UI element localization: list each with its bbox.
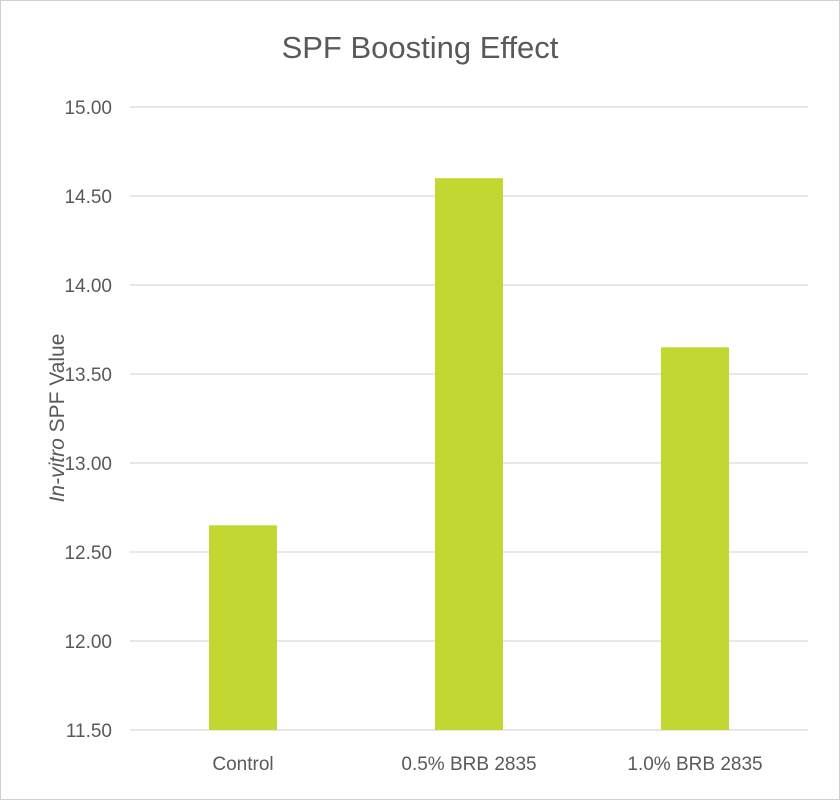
y-tick-label: 15.00 bbox=[64, 98, 112, 119]
y-tick-label: 14.00 bbox=[64, 276, 112, 297]
y-tick-label: 14.50 bbox=[64, 187, 112, 208]
bar bbox=[209, 525, 277, 730]
y-tick-label: 13.00 bbox=[64, 454, 112, 475]
x-tick-label: 1.0% BRB 2835 bbox=[627, 754, 762, 775]
chart-title: SPF Boosting Effect bbox=[281, 30, 559, 65]
y-tick-label: 13.50 bbox=[64, 365, 112, 386]
y-tick-label: 11.50 bbox=[66, 721, 112, 742]
x-tick-label: 0.5% BRB 2835 bbox=[401, 754, 536, 775]
y-tick-label: 12.50 bbox=[64, 543, 112, 564]
y-tick-label: 12.00 bbox=[64, 632, 112, 653]
x-tick-label: Control bbox=[212, 754, 273, 775]
bar bbox=[435, 178, 503, 730]
bar bbox=[661, 347, 729, 730]
